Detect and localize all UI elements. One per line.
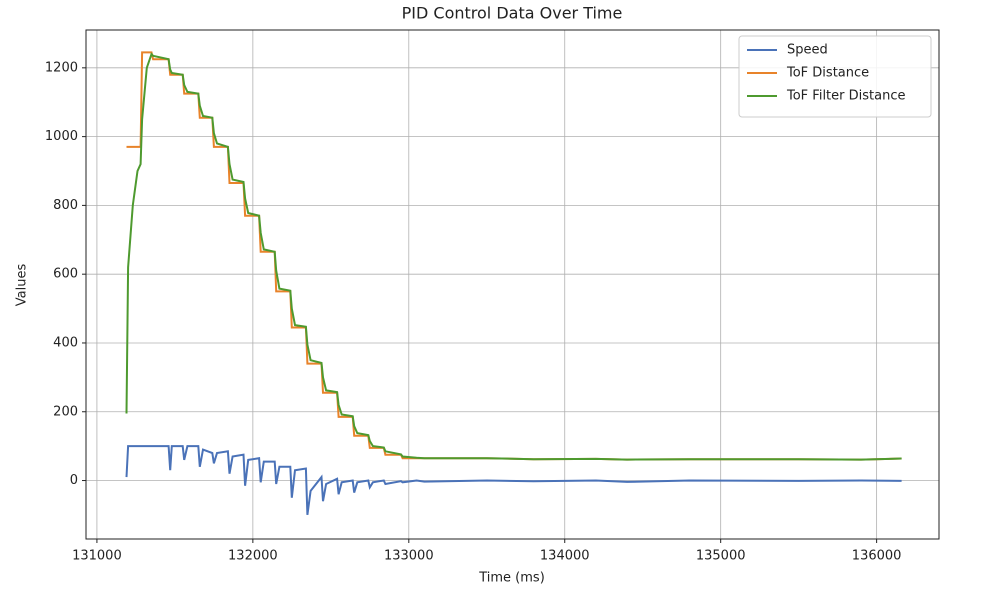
series-line	[125, 445, 902, 516]
x-tick-label: 136000	[852, 549, 902, 564]
y-tick-label: 1000	[45, 129, 78, 144]
legend-box	[738, 35, 932, 118]
y-tick-label: 0	[70, 473, 78, 488]
x-tick-label: 133000	[384, 549, 434, 564]
y-tick-label: 600	[53, 267, 78, 282]
y-tick-label: 800	[53, 198, 78, 213]
plot-frame	[85, 29, 940, 540]
series-line	[125, 52, 902, 461]
chart-title: PID Control Data Over Time	[402, 4, 623, 23]
x-tick-label: 134000	[540, 549, 590, 564]
x-axis-label: Time (ms)	[478, 571, 545, 586]
x-tick-label: 132000	[228, 549, 278, 564]
legend-label: ToF Distance	[786, 66, 869, 81]
legend-label: ToF Filter Distance	[786, 89, 905, 104]
y-tick-label: 1200	[45, 60, 78, 75]
y-tick-label: 200	[53, 404, 78, 419]
legend-label: Speed	[787, 43, 828, 58]
x-tick-label: 131000	[72, 549, 122, 564]
x-tick-label: 135000	[696, 549, 746, 564]
y-axis-label: Values	[15, 264, 30, 307]
y-tick-label: 400	[53, 335, 78, 350]
